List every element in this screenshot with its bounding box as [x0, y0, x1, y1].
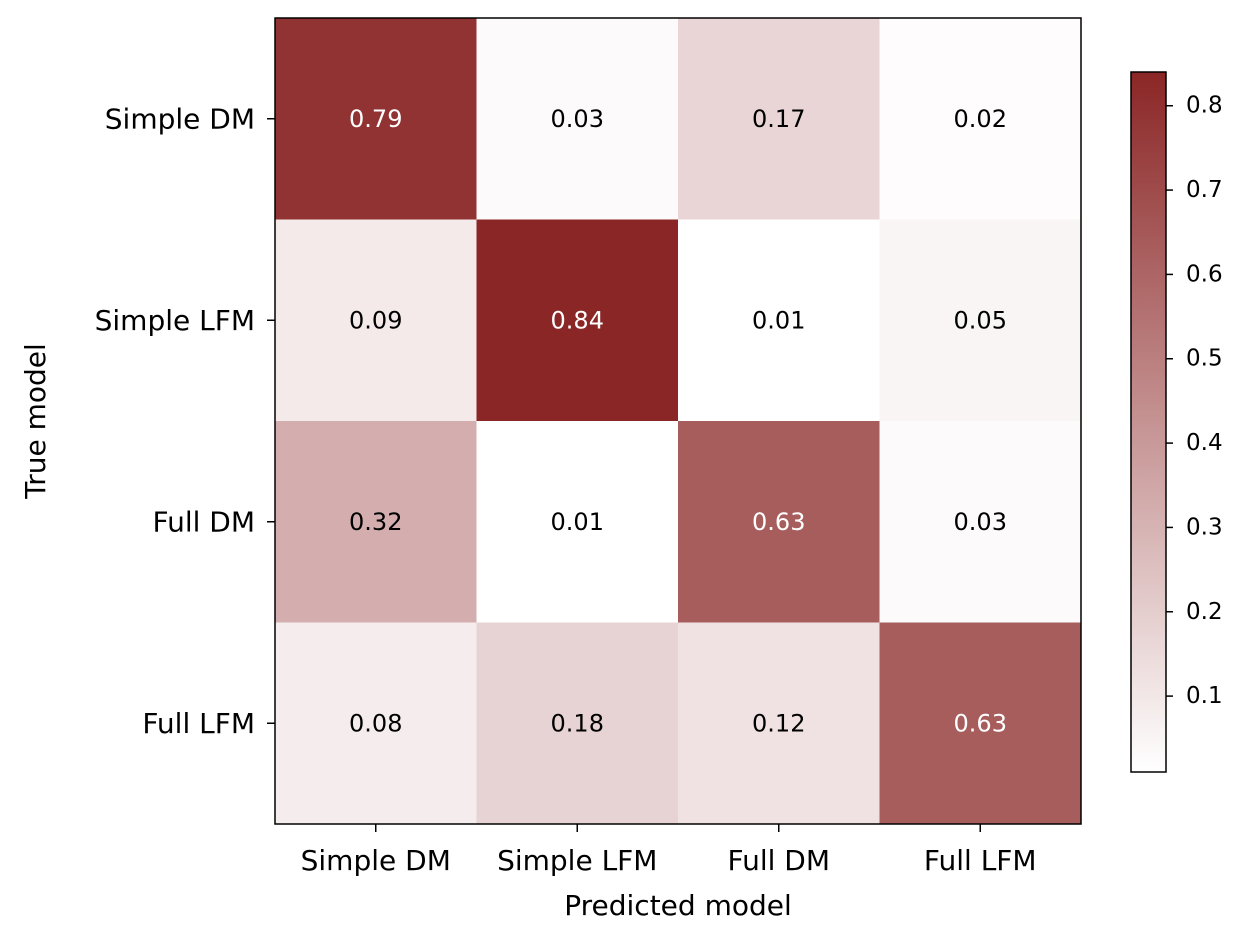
heatmap-cell-r0-c3	[879, 18, 1082, 220]
x-tick-label: Full LFM	[924, 844, 1037, 877]
x-axis-ticks: Simple DM Simple LFM Full DM Full LFM	[301, 824, 1037, 877]
heatmap-cell-r2-c0	[275, 421, 477, 623]
x-tick-label: Simple LFM	[497, 844, 657, 877]
cell-value-label: 0.63	[752, 508, 805, 536]
heatmap-cell-r0-c1	[476, 18, 679, 220]
cell-value-label: 0.03	[954, 508, 1007, 536]
cell-value-label: 0.01	[551, 508, 604, 536]
heatmap-cell-r1-c0	[275, 219, 477, 422]
x-tick-label: Full DM	[728, 844, 831, 877]
heatmap-cell-labels: 0.79 0.03 0.17 0.02 0.09 0.84 0.01 0.05 0.32 0.01…	[349, 105, 1007, 738]
cell-value-label: 0.17	[752, 105, 805, 133]
cell-value-label: 0.08	[349, 709, 402, 737]
heatmap-cell-r0-c2	[678, 18, 880, 220]
y-axis-label: True model	[19, 343, 52, 500]
cell-value-label: 0.12	[752, 709, 805, 737]
colorbar-tick-label: 0.7	[1186, 177, 1223, 203]
heatmap-cell-r3-c1	[476, 622, 679, 825]
cell-value-label: 0.79	[349, 105, 402, 133]
cell-value-label: 0.18	[551, 709, 604, 737]
heatmap-cell-r3-c3	[879, 622, 1082, 825]
colorbar-tick-label: 0.6	[1186, 261, 1223, 287]
y-tick-label: Simple LFM	[95, 304, 255, 337]
heatmap-cells	[275, 18, 1082, 825]
cell-value-label: 0.05	[954, 306, 1007, 334]
colorbar	[1130, 71, 1167, 773]
cell-value-label: 0.03	[551, 105, 604, 133]
colorbar-tick-label: 0.4	[1186, 430, 1223, 456]
heatmap-cell-r3-c0	[275, 622, 477, 825]
cell-value-label: 0.09	[349, 306, 402, 334]
cell-value-label: 0.63	[954, 709, 1007, 737]
colorbar-tick-label: 0.5	[1186, 346, 1223, 372]
colorbar-ticks: 0.1 0.2 0.3 0.4 0.5 0.6 0.7 0.8	[1166, 93, 1223, 709]
y-axis-ticks: Simple DM Simple LFM Full DM Full LFM	[95, 102, 275, 740]
x-tick-label: Simple DM	[301, 844, 451, 877]
colorbar-tick-label: 0.3	[1186, 514, 1223, 540]
x-axis-label: Predicted model	[564, 889, 792, 922]
heatmap-cell-r2-c2	[678, 421, 880, 623]
heatmap-cell-r1-c2	[678, 219, 880, 422]
y-tick-label: Full DM	[153, 505, 256, 538]
colorbar-tick-label: 0.2	[1186, 599, 1223, 625]
cell-value-label: 0.32	[349, 508, 402, 536]
cell-value-label: 0.02	[954, 105, 1007, 133]
heatmap-cell-r3-c2	[678, 622, 880, 825]
heatmap-cell-r1-c3	[879, 219, 1082, 422]
cell-value-label: 0.01	[752, 306, 805, 334]
colorbar-tick-label: 0.8	[1186, 93, 1223, 119]
axes-frame	[274, 17, 1082, 825]
y-tick-label: Simple DM	[105, 102, 255, 135]
colorbar-tick-label: 0.1	[1186, 683, 1223, 709]
cell-value-label: 0.84	[551, 306, 604, 334]
y-tick-label: Full LFM	[142, 707, 255, 740]
heatmap-cell-r0-c0	[275, 18, 477, 220]
heatmap-cell-r2-c3	[879, 421, 1082, 623]
heatmap-cell-r2-c1	[476, 421, 679, 623]
heatmap-cell-r1-c1	[476, 219, 679, 422]
